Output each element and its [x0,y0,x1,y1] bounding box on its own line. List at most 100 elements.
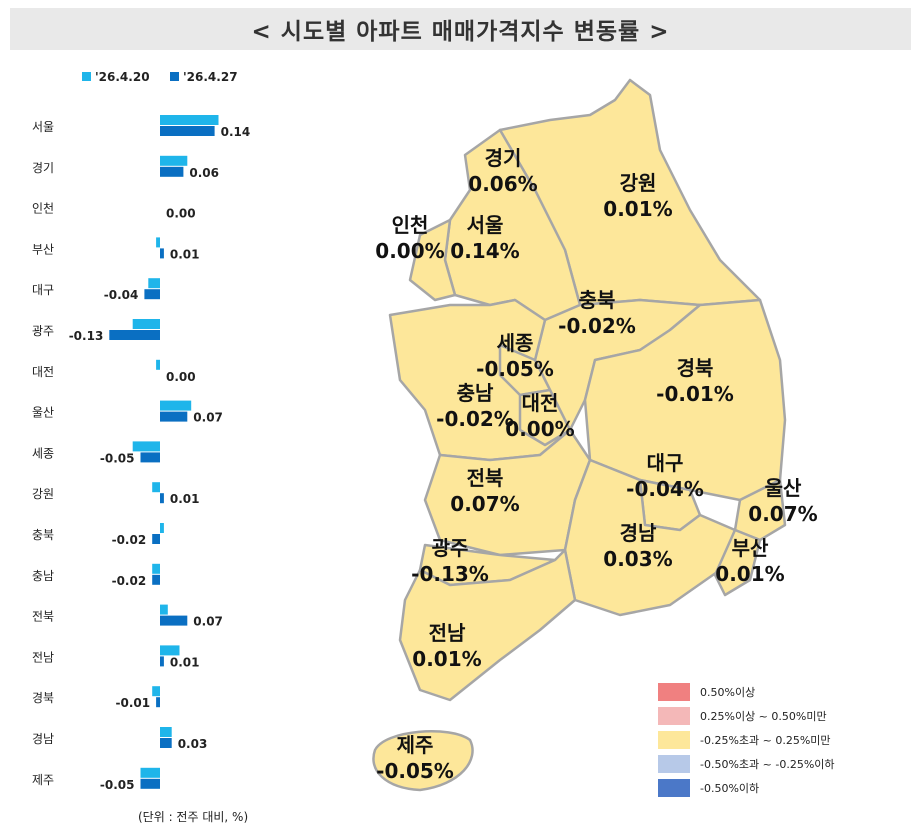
bar-group: 광주 -0.13 [32,319,160,343]
map-label: 인천0.00% [375,213,444,263]
bar-group: 경남 0.03 [32,727,207,751]
region-jeonnam [398,548,577,702]
bar-group: 서울 0.14 [32,115,250,139]
bar-group: 충남 -0.02 [32,563,160,588]
region-incheon [408,218,457,302]
legend-label: '26.4.27 [183,70,238,84]
bar [152,563,160,574]
map-region-value: 0.01% [603,197,672,221]
data-label: -0.02 [112,533,147,547]
map-region-value: -0.13% [411,562,489,586]
map-region-value: -0.05% [476,357,554,381]
map-label: 대전0.00% [505,391,574,441]
data-label: 0.03 [178,737,208,751]
bar-group: 제주 -0.05 [32,767,160,792]
map-region-value: 0.00% [375,239,444,263]
bar-group: 전북 0.07 [32,604,223,629]
data-label: -0.04 [104,288,139,302]
bar-group: 강원 0.01 [32,482,200,506]
map-label: 강원0.01% [603,171,672,221]
bar [156,237,160,248]
category-label: 울산 [32,406,54,420]
map-region-name: 세종 [497,331,534,355]
legend-label: '26.4.20 [95,70,150,84]
category-label: 경남 [32,732,54,746]
map-region-value: 0.07% [450,492,519,516]
bar [160,155,188,166]
bar [152,574,160,585]
map-label-layer: 경기0.06% 강원0.01%인천0.00%서울0.14%충북-0.02%세종-0… [375,146,817,783]
category-label: 강원 [32,487,54,501]
map-label: 제주-0.05% [376,733,454,783]
bar [160,727,172,737]
data-label: 0.01 [170,247,200,261]
map-region-value: -0.02% [436,407,514,431]
bar [132,441,160,452]
bar-group: 세종 -0.05 [32,441,160,465]
bar-group: 경북 -0.01 [32,686,160,710]
bar [156,697,160,708]
legend-marker [170,72,179,81]
map-region-value: -0.04% [626,477,704,501]
legend-swatch [658,707,690,725]
map-region-name: 인천 [392,213,429,237]
legend-text: -0.50%이하 [700,782,760,795]
bar [152,686,160,697]
page-title: < 시도별 아파트 매매가격지수 변동률 > [251,19,670,45]
legend-row: 0.50%이상 [658,680,835,704]
category-label: 제주 [32,773,54,787]
bar [160,400,192,411]
map-legend: 0.50%이상 0.25%이상 ~ 0.50%미만 -0.25%초과 ~ 0.2… [658,680,835,800]
bar [132,319,160,329]
unit-note: (단위 : 전주 대비, %) [138,810,249,824]
map-region-name: 광주 [432,536,469,560]
bar [160,656,164,667]
map-region-name: 경남 [620,521,657,545]
bar [160,645,180,656]
map-region-value: -0.05% [376,759,454,783]
map-region-name: 전남 [429,621,466,645]
map-region-value: -0.01% [656,382,734,406]
region-daejeon [518,388,572,447]
data-label: -0.05 [100,451,135,465]
map-region-value: 0.07% [748,502,817,526]
legend-swatch [658,755,690,773]
map-region-value: 0.06% [468,172,537,196]
legend-text: 0.25%이상 ~ 0.50%미만 [700,710,827,723]
map-region-value: 0.14% [450,239,519,263]
bar-chart: '26.4.20 '26.4.27 서울 0.14 경기 0.06 인천 0.00 부산 0.01… [32,70,250,792]
map-region-name: 경북 [677,356,714,380]
map-label: 경남0.03% [603,521,672,571]
bar-group: 전남 0.01 [32,645,200,669]
title-bar: < 시도별 아파트 매매가격지수 변동률 > [10,8,911,50]
map-label: 전남0.01% [412,621,481,671]
korea-map: 경기0.06% 강원0.01%인천0.00%서울0.14%충북-0.02%세종-0… [372,78,818,792]
map-label: 세종-0.05% [476,331,554,381]
map-label: 울산0.07% [748,476,817,526]
data-label: 0.01 [170,655,200,669]
bar-group: 경기 0.06 [32,155,219,180]
legend-row: 0.25%이상 ~ 0.50%미만 [658,704,835,728]
map-region-value: 0.03% [603,547,672,571]
data-label: 0.00 [166,370,196,384]
bar [160,411,188,422]
category-label: 전남 [32,650,54,664]
data-label: -0.13 [69,329,104,343]
category-label: 대전 [32,365,54,379]
bar [160,738,172,748]
legend-row: -0.25%초과 ~ 0.25%미만 [658,728,835,752]
category-label: 세종 [32,446,54,460]
map-regions [372,78,787,792]
bar-group: 부산 0.01 [32,237,200,261]
bar [156,359,160,370]
legend-text: 0.50%이상 [700,686,756,699]
map-region-name: 대전 [522,391,559,415]
map-label: 광주-0.13% [411,536,489,586]
data-label: -0.01 [116,696,151,710]
map-label: 부산0.01% [715,536,784,586]
map-label: 충남-0.02% [436,381,514,431]
map-region-value: 0.01% [412,647,481,671]
map-label: 전북0.07% [450,466,519,516]
bar [144,289,160,300]
map-region-name: 충남 [457,381,494,405]
